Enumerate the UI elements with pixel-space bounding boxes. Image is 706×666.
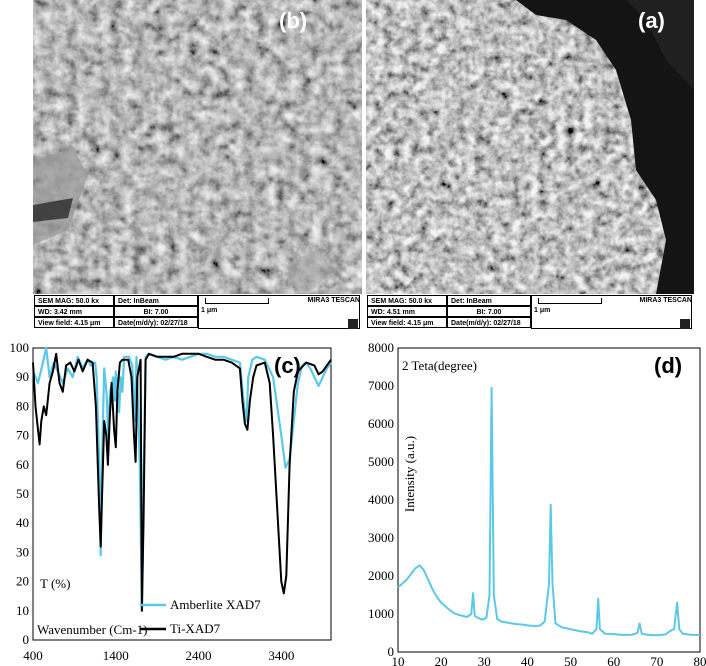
y-tick-label: 80	[16, 398, 29, 413]
y-tick-label: 30	[16, 544, 29, 559]
y-tick-label: 2000	[368, 568, 394, 583]
sem-mag: SEM MAG: 50.0 kx	[34, 295, 114, 306]
brand-label: MIRA3 TESCAN	[307, 297, 360, 304]
y-tick-label: 20	[16, 574, 29, 589]
series-line-ti	[32, 352, 332, 612]
panel-label-d: (d)	[654, 353, 682, 378]
xrd-chart: 0 1000 2000 3000 4000 5000 6000 7000 8000 10 20 30…	[368, 340, 706, 666]
detector: Det: InBeam	[447, 295, 531, 306]
view-field: View field: 4.15 μm	[367, 317, 447, 328]
x-tick-label: 30	[478, 654, 491, 666]
chart-title: 2 Teta(degree)	[402, 358, 477, 373]
y-tick-label: 40	[16, 515, 29, 530]
bi-value: BI: 7.00	[114, 306, 198, 317]
x-tick-label: 400	[23, 648, 43, 663]
scale-box	[531, 295, 692, 329]
y-tick-label: 70	[16, 428, 29, 443]
view-field: View field: 4.15 μm	[34, 317, 114, 328]
x-tick-label: 3400	[268, 648, 294, 663]
working-distance: WD: 3.42 mm	[34, 306, 114, 317]
date: Date(m/d/y): 02/27/18	[447, 317, 531, 328]
x-tick-label: 2400	[186, 648, 212, 663]
sem-image-a: (a) SEM MAG: 50.0 kx Det: InBeam WD: 4.5…	[366, 0, 694, 331]
working-distance: WD: 4.51 mm	[367, 306, 447, 317]
y-tick-label: 7000	[368, 378, 394, 393]
x-tick-label: 60	[607, 654, 620, 666]
series-line-xrd	[397, 386, 700, 637]
detector: Det: InBeam	[114, 295, 198, 306]
y-tick-label: 50	[16, 486, 29, 501]
y-tick-label: 90	[16, 369, 29, 384]
sem-info-bar-b: SEM MAG: 50.0 kx Det: InBeam WD: 3.42 mm…	[33, 294, 362, 331]
panel-label-a: (a)	[638, 8, 665, 33]
x-tick-label: 50	[564, 654, 577, 666]
sem-mag: SEM MAG: 50.0 kx	[367, 295, 447, 306]
y-tick-label: 0	[388, 644, 395, 659]
scale-box	[198, 295, 360, 329]
brand-label: MIRA3 TESCAN	[639, 297, 692, 304]
y-tick-label: 10	[16, 603, 29, 618]
plot-frame	[32, 347, 332, 641]
legend: Amberlite XAD7 Ti-XAD7	[140, 597, 261, 636]
x-tick-label: 10	[392, 654, 405, 666]
x-tick-label: 20	[435, 654, 448, 666]
legend-label-amberlite: Amberlite XAD7	[170, 597, 261, 612]
scale-label: 1 μm	[534, 307, 551, 314]
y-tick-label: 100	[10, 340, 30, 355]
scale-bar	[205, 298, 269, 304]
y-tick-label: 4000	[368, 492, 394, 507]
sem-info-bar-a: SEM MAG: 50.0 kx Det: InBeam WD: 4.51 mm…	[366, 294, 694, 331]
ftir-chart: 0 10 20 30 40 50 60 70 80 90 100 400 1400 2400 3400 (…	[10, 340, 332, 663]
date: Date(m/d/y): 02/27/18	[114, 317, 198, 328]
y-tick-label: 5000	[368, 454, 394, 469]
y-tick-label: 3000	[368, 530, 394, 545]
y-axis-label: T (%)	[40, 576, 70, 591]
scale-bar	[538, 298, 602, 304]
panel-label-b: (b)	[279, 8, 308, 33]
legend-label-ti: Ti-XAD7	[170, 621, 221, 636]
sem-image-b: (b) SEM MAG: 50.0 kx Det: InBeam WD: 3.4…	[33, 0, 362, 331]
x-axis-label: Wavenumber (Cm-1)	[37, 622, 148, 637]
bi-value: BI: 7.00	[447, 306, 531, 317]
y-tick-label: 60	[16, 457, 29, 472]
plot-frame	[397, 347, 701, 653]
x-tick-label: 70	[650, 654, 663, 666]
x-tick-label: 80	[694, 654, 706, 666]
y-tick-label: 8000	[368, 340, 394, 355]
corner-logo	[680, 319, 690, 329]
x-tick-label: 40	[521, 654, 534, 666]
y-axis-label: Intensity (a.u.)	[402, 436, 417, 512]
scale-label: 1 μm	[201, 307, 218, 314]
y-tick-label: 6000	[368, 416, 394, 431]
sem-texture-a	[366, 0, 694, 294]
corner-logo	[348, 319, 358, 329]
y-tick-label: 1000	[368, 606, 394, 621]
x-tick-label: 1400	[103, 648, 129, 663]
y-tick-label: 0	[23, 632, 30, 647]
sem-texture-b	[33, 0, 362, 294]
panel-label-c: (c)	[274, 353, 301, 378]
